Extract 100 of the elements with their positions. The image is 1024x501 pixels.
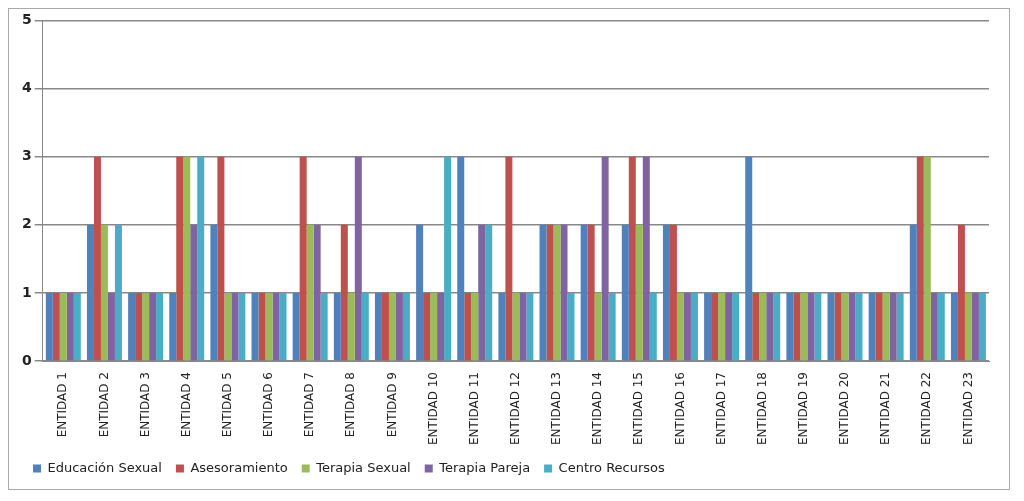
bar — [642, 156, 650, 361]
bar — [923, 156, 931, 361]
x-tick-label: ENTIDAD 20 — [837, 372, 852, 446]
bar — [519, 292, 527, 361]
bar — [704, 292, 712, 361]
bar — [526, 292, 534, 361]
bar — [149, 292, 157, 361]
x-tick-label: ENTIDAD 16 — [672, 372, 687, 446]
bar — [601, 156, 609, 361]
y-tick-label: 2 — [21, 215, 32, 232]
x-tick-label: ENTIDAD 13 — [549, 372, 564, 446]
bar — [930, 292, 938, 361]
bar — [251, 292, 259, 361]
bar — [59, 292, 67, 361]
bar — [402, 292, 410, 361]
bar — [416, 224, 424, 361]
bar — [100, 224, 108, 361]
bar — [66, 292, 74, 361]
bar — [340, 224, 348, 361]
bar — [86, 224, 94, 361]
legend-label: Asesoramiento — [190, 459, 288, 475]
bar — [292, 292, 300, 361]
bar — [725, 292, 733, 361]
bar — [238, 292, 246, 361]
bar — [841, 292, 849, 361]
bar — [142, 292, 150, 361]
bar — [814, 292, 822, 361]
bar — [217, 156, 225, 361]
legend-label: Educación Sexual — [47, 459, 162, 475]
y-tick-label: 5 — [21, 11, 32, 28]
bar — [361, 292, 369, 361]
x-tick-label: ENTIDAD 17 — [713, 372, 728, 446]
bar — [320, 292, 328, 361]
x-tick-label: ENTIDAD 1 — [55, 372, 70, 438]
bar — [855, 292, 863, 361]
bar — [313, 224, 321, 361]
bar — [957, 224, 965, 361]
bar — [354, 156, 362, 361]
bar — [937, 292, 945, 361]
bar — [800, 292, 808, 361]
bar — [621, 224, 629, 361]
bar — [197, 156, 205, 361]
bar — [347, 292, 355, 361]
bar — [374, 292, 382, 361]
bar — [580, 224, 588, 361]
y-tick-label: 3 — [21, 147, 32, 164]
y-tick-label: 0 — [21, 351, 32, 368]
bar — [299, 156, 307, 361]
bar — [444, 156, 452, 361]
x-tick-label: ENTIDAD 11 — [466, 372, 481, 446]
bar — [381, 292, 389, 361]
bar — [505, 156, 513, 361]
bar — [553, 224, 561, 361]
x-tick-label: ENTIDAD 23 — [960, 372, 975, 446]
legend-label: Terapia Sexual — [315, 459, 411, 475]
x-tick-label: ENTIDAD 7 — [302, 372, 317, 438]
bar — [464, 292, 472, 361]
bar — [608, 292, 616, 361]
bar — [916, 156, 924, 361]
x-tick-label: ENTIDAD 21 — [878, 372, 893, 446]
bar — [560, 224, 568, 361]
bar — [478, 224, 486, 361]
bar — [546, 224, 554, 361]
bar — [73, 292, 81, 361]
bar — [485, 224, 493, 361]
bar — [333, 292, 341, 361]
bar — [258, 292, 266, 361]
bar — [224, 292, 232, 361]
bar — [676, 292, 684, 361]
x-tick-label: ENTIDAD 3 — [137, 372, 152, 438]
bar — [718, 292, 726, 361]
bar — [786, 292, 794, 361]
bar — [683, 292, 691, 361]
bar — [231, 292, 239, 361]
x-tick-label: ENTIDAD 14 — [590, 372, 605, 446]
x-tick-label: ENTIDAD 19 — [795, 372, 810, 446]
bar — [766, 292, 774, 361]
y-tick-label: 4 — [21, 79, 32, 96]
bar — [176, 156, 184, 361]
bar — [635, 224, 643, 361]
bar — [457, 156, 465, 361]
bar — [669, 224, 677, 361]
x-tick-label: ENTIDAD 8 — [343, 372, 358, 438]
bar — [662, 224, 670, 361]
bar — [793, 292, 801, 361]
bar — [971, 292, 979, 361]
x-tick-label: ENTIDAD 15 — [631, 372, 646, 446]
bar — [587, 224, 595, 361]
x-tick-label: ENTIDAD 18 — [754, 372, 769, 446]
bar — [594, 292, 602, 361]
bar — [423, 292, 431, 361]
bar — [882, 292, 890, 361]
bar — [732, 292, 740, 361]
bar — [156, 292, 164, 361]
x-tick-label: ENTIDAD 10 — [425, 372, 440, 446]
bar — [395, 292, 403, 361]
bar — [128, 292, 136, 361]
bar — [210, 224, 218, 361]
x-tick-label: ENTIDAD 9 — [384, 372, 399, 438]
x-tick-label: ENTIDAD 6 — [261, 372, 276, 438]
